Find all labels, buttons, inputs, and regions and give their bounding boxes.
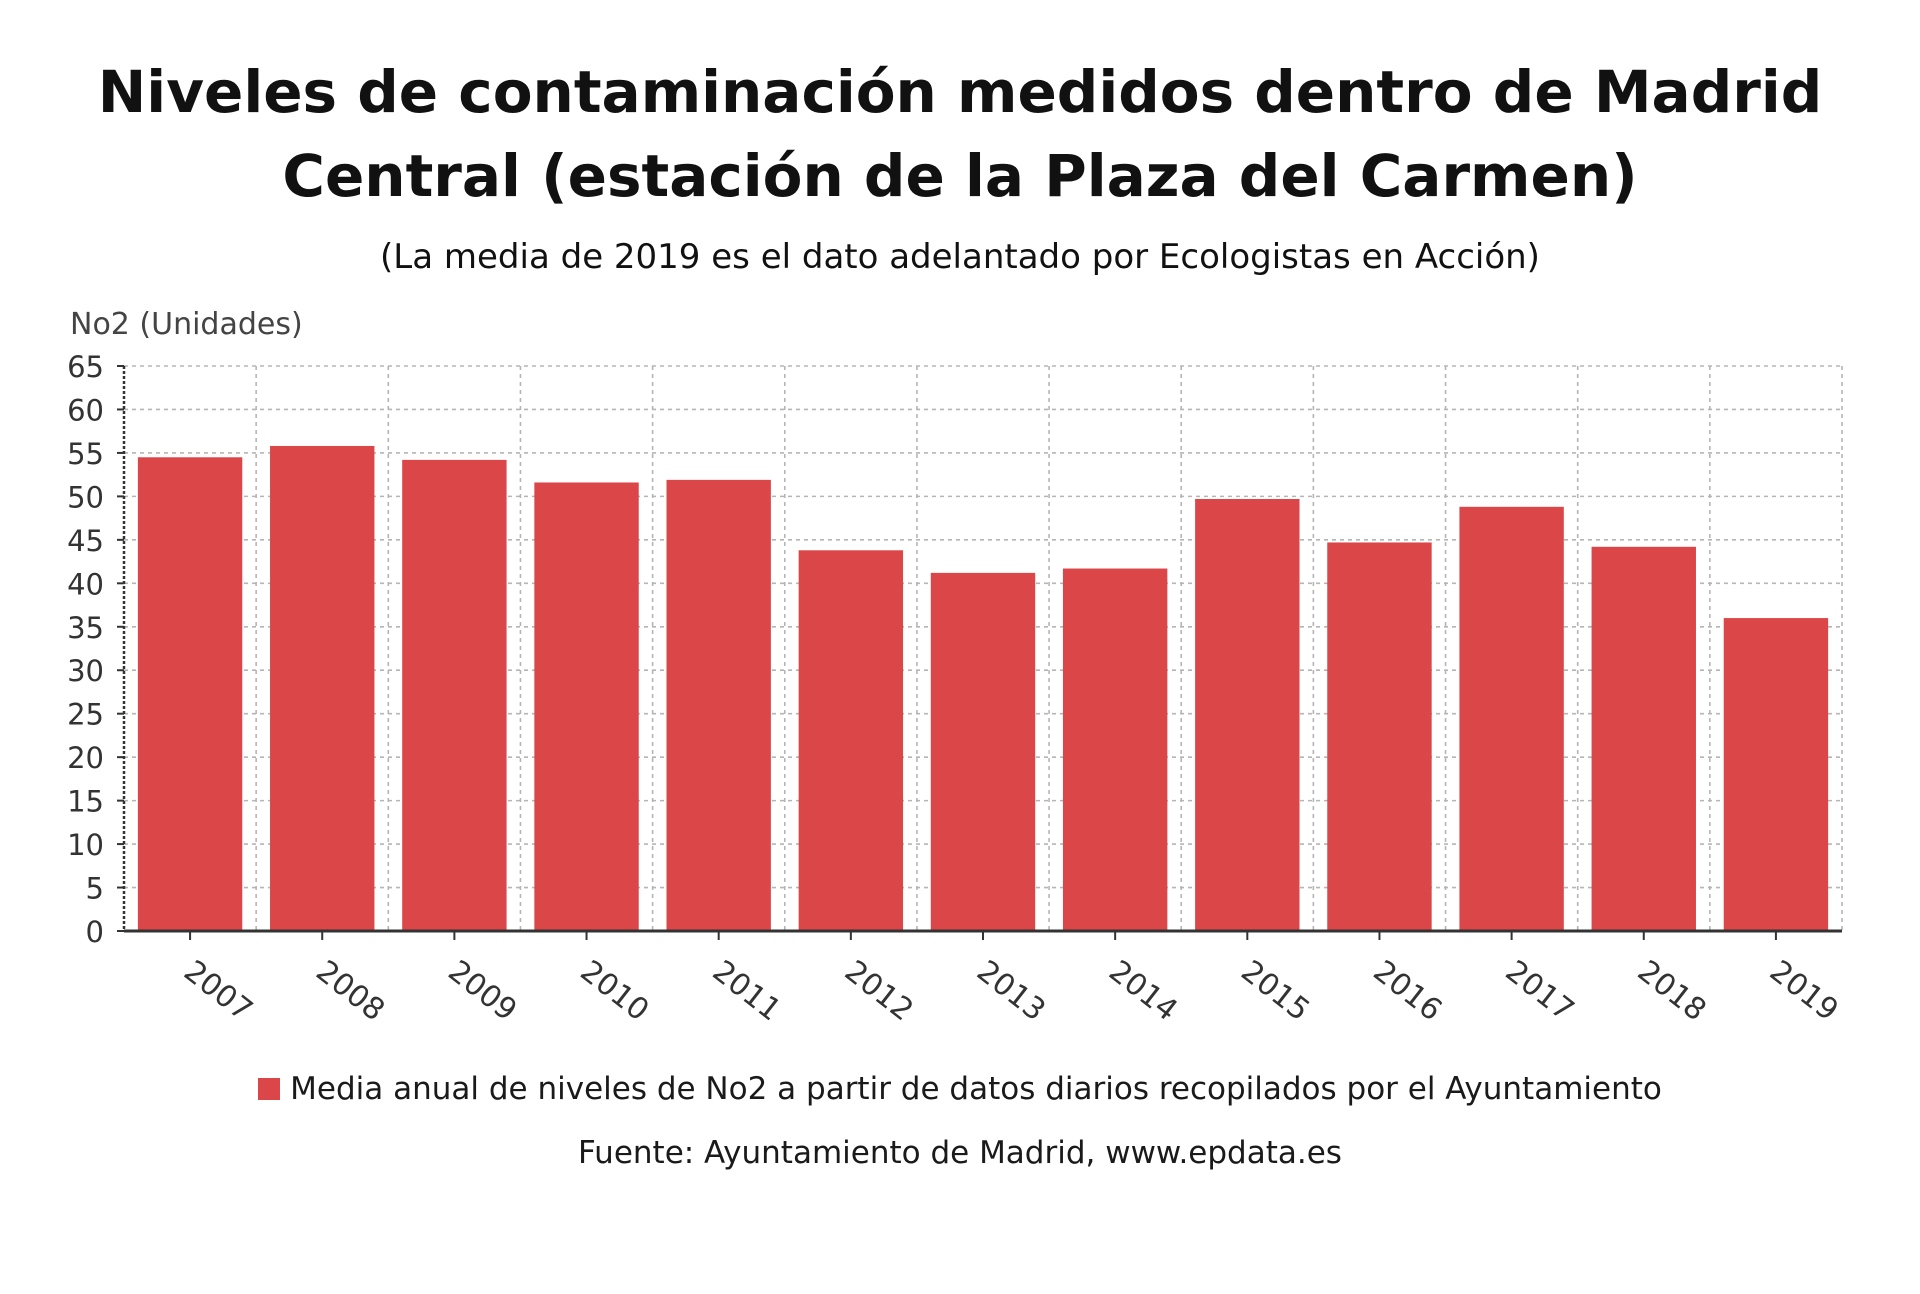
x-tick-label-2007: 2007 [177,954,259,1029]
x-tick-label-2014: 2014 [1102,954,1184,1029]
x-tick-label-2017: 2017 [1499,954,1581,1029]
x-tick-label-2013: 2013 [970,954,1052,1029]
bar-2014 [1062,568,1168,931]
y-axis-title: No2 (Unidades) [70,307,303,342]
y-tick-label: 20 [67,741,104,775]
bar-2013 [930,572,1036,931]
x-tick-label-2012: 2012 [838,954,920,1029]
bar-2012 [798,550,904,931]
y-tick-label: 30 [67,654,104,688]
x-tick-label-2019: 2019 [1763,954,1845,1029]
y-tick-label: 0 [86,915,104,949]
x-tick-label-2008: 2008 [309,954,391,1029]
x-tick-label-2015: 2015 [1234,954,1316,1029]
chart-title-line-2: Central (estación de la Plaza del Carmen… [282,142,1638,210]
x-tick-label-2016: 2016 [1367,954,1449,1029]
x-tick-label-2009: 2009 [441,954,523,1029]
chart-subtitle: (La media de 2019 es el dato adelantado … [380,237,1540,277]
bar-2011 [666,479,771,931]
source-note: Fuente: Ayuntamiento de Madrid, www.epda… [578,1135,1342,1171]
y-tick-label: 50 [67,480,104,514]
x-tick-label-2011: 2011 [706,954,788,1029]
bar-2009 [402,459,507,931]
y-tick-label: 15 [67,785,104,819]
bar-2015 [1195,498,1300,931]
y-tick-label: 55 [67,437,104,471]
bar-2018 [1591,546,1696,931]
bar-2016 [1327,542,1432,931]
y-tick-label: 40 [67,567,104,601]
y-tick-label: 5 [86,872,104,906]
bar-2010 [534,482,639,931]
bar-2019 [1723,618,1829,931]
x-tick-label-2010: 2010 [574,954,656,1029]
legend-label: Media anual de niveles de No2 a partir d… [290,1071,1662,1107]
y-tick-label: 10 [67,828,104,862]
legend: Media anual de niveles de No2 a partir d… [0,1066,1920,1112]
bar-2017 [1459,506,1564,931]
bar-2008 [270,445,375,931]
y-tick-label: 60 [67,393,104,427]
y-tick-label: 35 [67,611,104,645]
y-tick-label: 25 [67,698,104,732]
y-tick-label: 65 [67,350,104,384]
chart-title-line-1: Niveles de contaminación medidos dentro … [97,58,1823,126]
x-tick-label-2018: 2018 [1631,954,1713,1029]
bar-2007 [137,457,243,931]
y-tick-label: 45 [67,524,104,558]
legend-swatch [258,1078,281,1100]
